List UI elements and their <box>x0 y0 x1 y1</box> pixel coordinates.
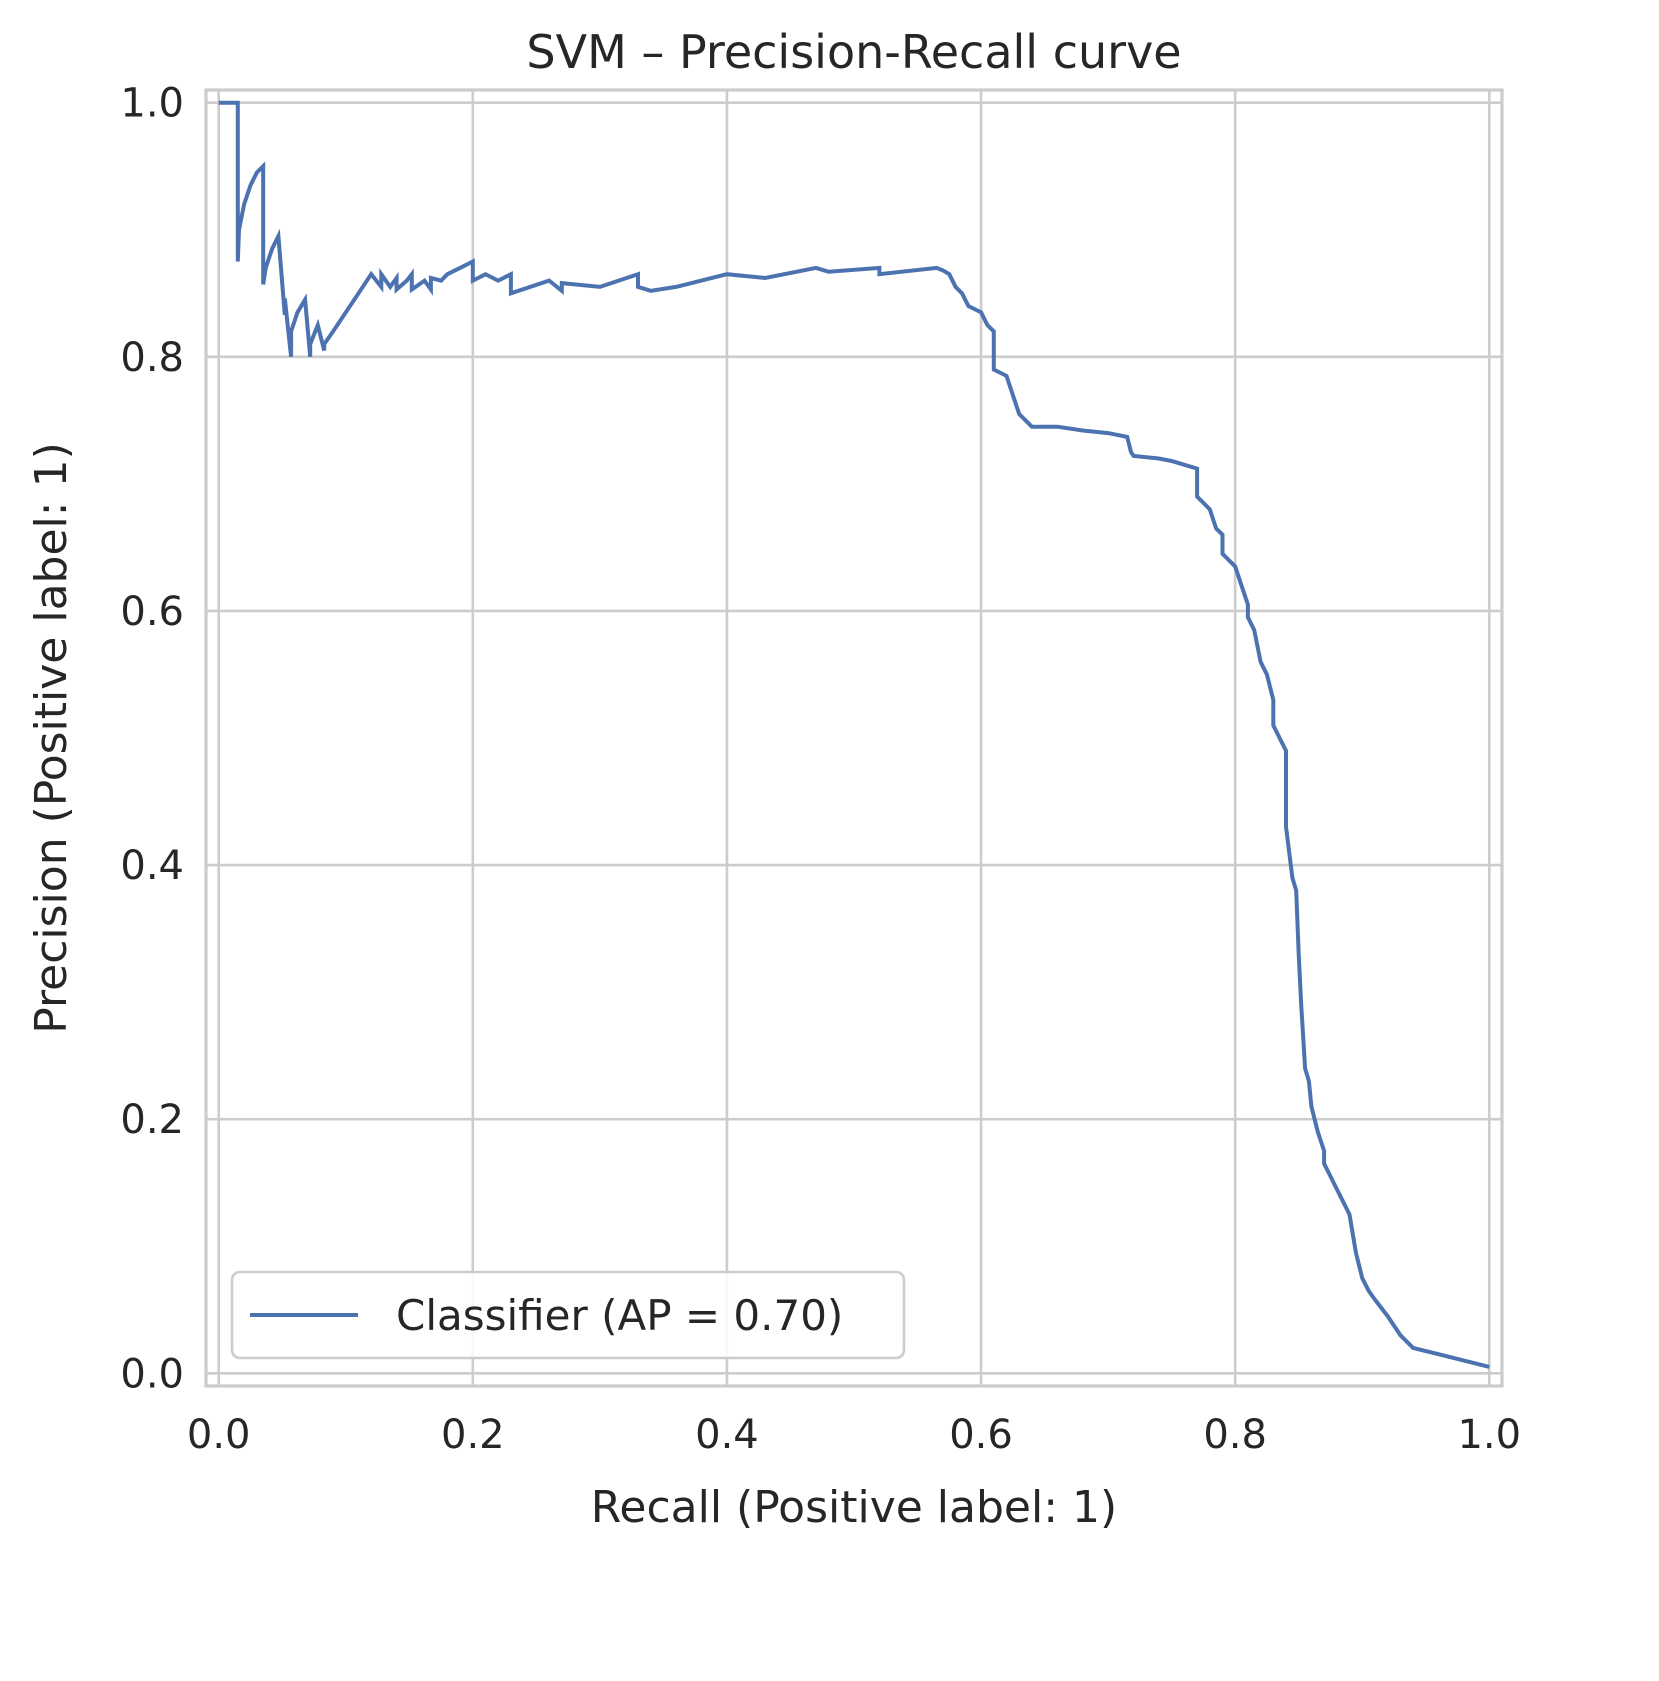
chart-title: SVM – Precision-Recall curve <box>526 25 1181 79</box>
x-tick-label: 1.0 <box>1457 1412 1521 1458</box>
legend: Classifier (AP = 0.70) <box>230 1270 906 1360</box>
y-tick-label: 0.0 <box>120 1351 184 1397</box>
pr-curve-line <box>218 100 1490 1369</box>
x-tick-label: 0.4 <box>695 1412 759 1458</box>
series-layer <box>218 100 1490 1369</box>
y-tick-label: 0.6 <box>120 589 184 635</box>
y-axis-label: Precision (Positive label: 1) <box>26 442 77 1033</box>
legend-box <box>230 1270 906 1360</box>
plot-frame <box>204 88 1504 1388</box>
x-tick-label: 0.6 <box>949 1412 1013 1458</box>
y-tick-label: 1.0 <box>120 81 184 127</box>
x-tick-label: 0.8 <box>1203 1412 1267 1458</box>
y-tick-label: 0.4 <box>120 843 184 889</box>
x-tick-label: 0.2 <box>441 1412 505 1458</box>
x-tick-label: 0.0 <box>187 1412 251 1458</box>
y-tick-label: 0.2 <box>120 1097 184 1143</box>
tick-labels: 0.0 0.2 0.4 0.6 0.8 1.0 0.0 0.2 0.4 0.6 0.8 1.0 <box>120 81 1521 1458</box>
legend-entry-classifier: Classifier (AP = 0.70) <box>396 1291 843 1340</box>
grid <box>206 90 1502 1386</box>
x-axis-label: Recall (Positive label: 1) <box>591 1482 1117 1533</box>
y-tick-label: 0.8 <box>120 335 184 381</box>
